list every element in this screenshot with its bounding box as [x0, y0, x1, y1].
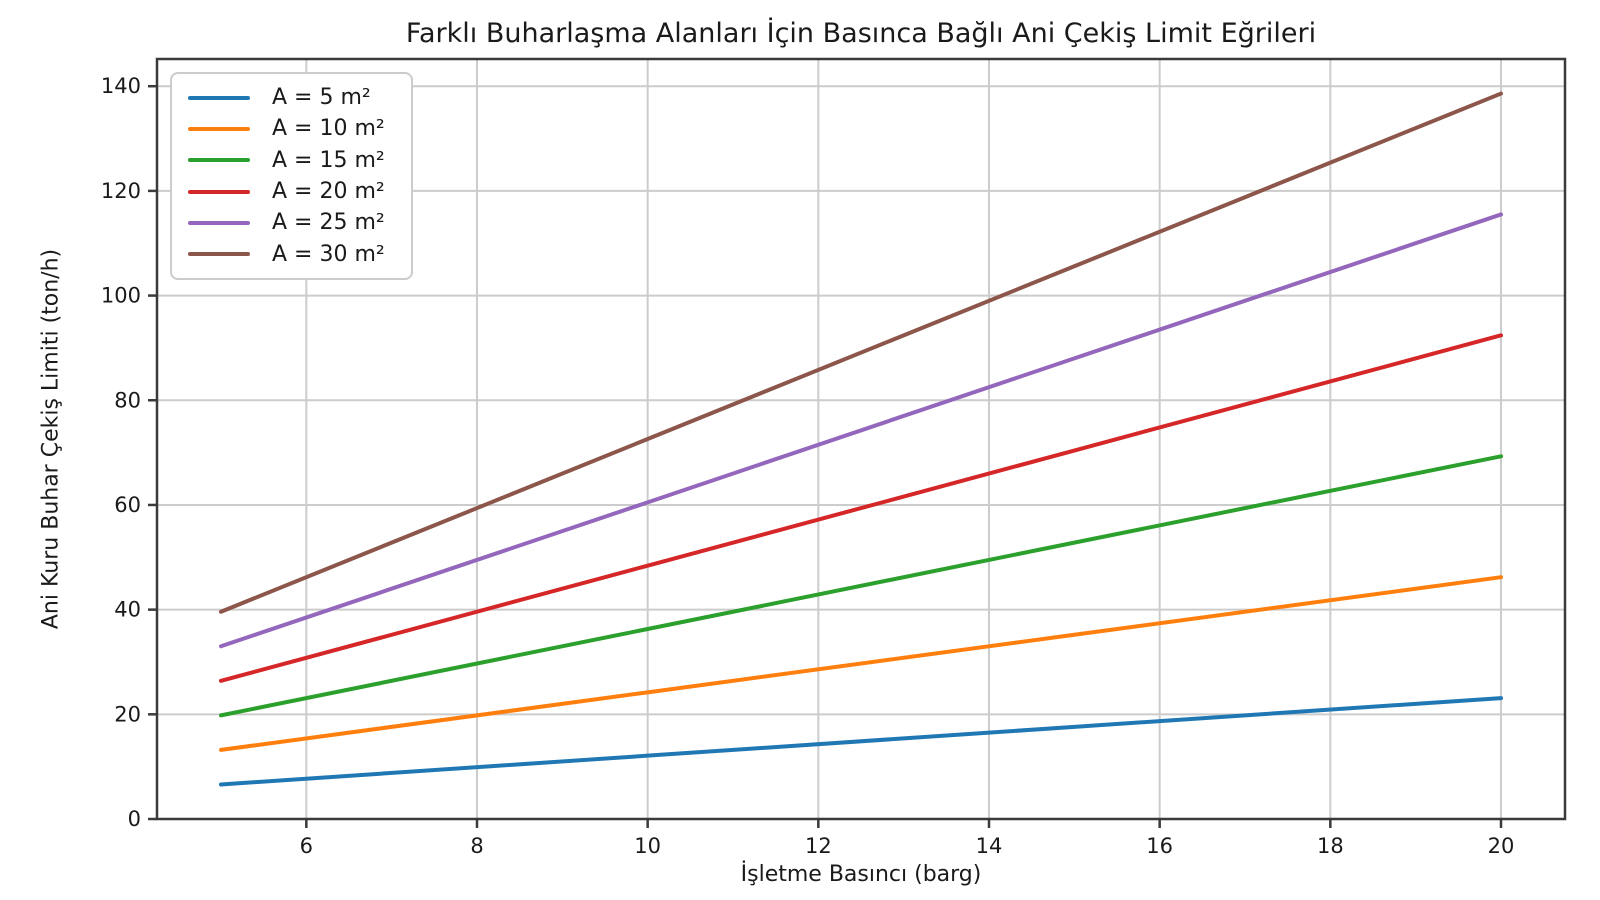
- legend-line-sample: [188, 95, 250, 100]
- legend-item: A = 20 m²: [188, 176, 411, 207]
- legend-item-label: A = 30 m²: [272, 241, 385, 267]
- legend-item: A = 25 m²: [188, 207, 411, 238]
- legend-item: A = 10 m²: [188, 113, 411, 144]
- y-tick-label: 20: [114, 702, 141, 726]
- x-tick-label: 6: [300, 834, 313, 858]
- legend: A = 5 m² A = 10 m² A = 15 m² A = 20 m² A = 2…: [170, 72, 413, 280]
- y-tick-label: 140: [101, 74, 141, 98]
- legend-line-sample: [188, 126, 250, 131]
- y-tick-label: 120: [101, 179, 141, 203]
- legend-item-label: A = 5 m²: [272, 85, 371, 111]
- series-line: [219, 575, 1503, 752]
- legend-line-sample: [188, 220, 250, 225]
- legend-item-label: A = 10 m²: [272, 116, 385, 142]
- x-tick-label: 18: [1317, 834, 1344, 858]
- legend-item: A = 30 m²: [188, 239, 411, 270]
- y-tick-label: 100: [101, 284, 141, 308]
- legend-line-sample: [188, 189, 250, 194]
- legend-line-sample: [188, 252, 250, 257]
- series-line: [219, 696, 1503, 787]
- legend-line-sample: [188, 158, 250, 163]
- y-tick-label: 40: [114, 598, 141, 622]
- x-tick-label: 8: [470, 834, 483, 858]
- x-tick-label: 14: [976, 834, 1003, 858]
- chart-title: Farklı Buharlaşma Alanları İçin Basınca …: [405, 18, 1317, 49]
- legend-item-label: A = 20 m²: [272, 179, 385, 205]
- legend-item: A = 15 m²: [188, 145, 411, 176]
- legend-item: A = 5 m²: [188, 82, 411, 113]
- x-tick-label: 20: [1488, 834, 1515, 858]
- x-tick-label: 12: [805, 834, 832, 858]
- x-tick-label: 10: [634, 834, 661, 858]
- series-line: [219, 91, 1503, 614]
- axes-frame: [155, 57, 1567, 821]
- legend-item-label: A = 25 m²: [272, 210, 385, 236]
- y-tick-label: 60: [114, 493, 141, 517]
- legend-item-label: A = 15 m²: [272, 147, 385, 173]
- x-tick-label: 16: [1146, 834, 1173, 858]
- series-line: [219, 454, 1503, 718]
- y-tick-label: 80: [114, 388, 141, 412]
- x-axis-label: İşletme Basıncı (barg): [740, 862, 982, 887]
- series-line: [219, 212, 1503, 649]
- y-tick-label: 0: [128, 807, 141, 831]
- series-line: [219, 333, 1503, 683]
